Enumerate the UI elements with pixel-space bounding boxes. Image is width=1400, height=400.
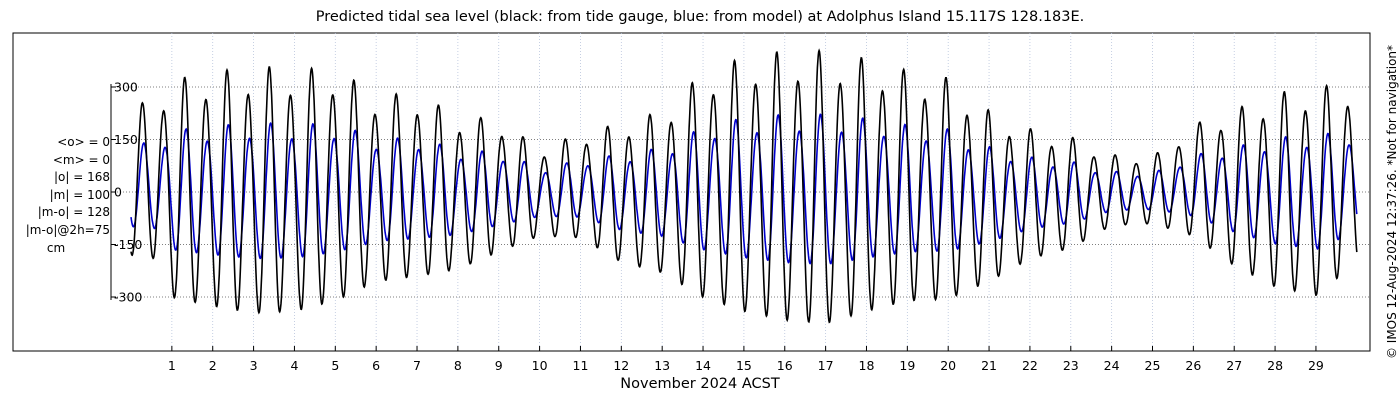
x-tick-label: 3 [250, 358, 258, 373]
stat-o-abs: |o| = 168 [53, 170, 110, 185]
y-tick-label: 0 [114, 185, 122, 200]
y-tick-label: 150 [114, 132, 138, 147]
x-tick-label: 12 [613, 358, 629, 373]
y-tick-label: 300 [114, 80, 138, 95]
x-tick-label: 2 [209, 358, 217, 373]
series-model-line [130, 113, 1358, 265]
x-tick-label: 14 [695, 358, 711, 373]
stat-m-mean: <m> = 0 [52, 152, 110, 167]
x-tick-label: 28 [1267, 358, 1283, 373]
x-tick-label: 24 [1104, 358, 1120, 373]
x-tick-label: 29 [1308, 358, 1324, 373]
chart-title: Predicted tidal sea level (black: from t… [315, 9, 1085, 25]
x-tick-label: 23 [1063, 358, 1079, 373]
x-tick-label: 18 [859, 358, 875, 373]
x-tick-label: 13 [654, 358, 670, 373]
x-tick-label: 16 [777, 358, 793, 373]
x-tick-label: 22 [1022, 358, 1038, 373]
copyright-text: © IMOS 12-Aug-2024 12:37:26. *Not for na… [1385, 44, 1399, 360]
x-tick-label: 10 [532, 358, 548, 373]
x-tick-label: 19 [899, 358, 915, 373]
x-tick-label: 8 [454, 358, 462, 373]
stat-unit: cm [46, 240, 66, 255]
x-axis-label: November 2024 ACST [620, 376, 780, 392]
y-axis: 300 150 0 -150 -300 [110, 80, 142, 305]
x-tick-label: 20 [940, 358, 956, 373]
stat-mo-diff: |m-o| = 128 [37, 205, 110, 220]
x-tick-label: 17 [818, 358, 834, 373]
stat-m-abs: |m| = 100 [49, 187, 110, 202]
x-axis: 1 2 3 4 5 6 7 8 9 10 11 12 13 14 15 16 17 18 19 20 21 22 23 24 2… [168, 346, 1324, 373]
x-tick-label: 25 [1145, 358, 1161, 373]
x-tick-label: 5 [331, 358, 339, 373]
stats-panel: <o> = 0 <m> = 0 |o| = 168 |m| = 100 |m-o… [2, 134, 110, 257]
series-gauge-line [130, 48, 1358, 324]
x-tick-label: 6 [372, 358, 380, 373]
x-tick-label: 9 [495, 358, 503, 373]
x-tick-label: 26 [1185, 358, 1201, 373]
x-tick-label: 15 [736, 358, 752, 373]
x-tick-label: 11 [573, 358, 589, 373]
y-tick-label: -300 [114, 290, 142, 305]
x-tick-label: 7 [413, 358, 421, 373]
x-tick-label: 27 [1226, 358, 1242, 373]
x-tick-label: 21 [981, 358, 997, 373]
stat-mo-2h: |m-o|@2h=75 [25, 222, 110, 237]
y-tick-label: -150 [114, 237, 142, 252]
copyright-notice: © IMOS 12-Aug-2024 12:37:26. *Not for na… [1385, 12, 1399, 392]
stat-o-mean: <o> = 0 [57, 135, 110, 149]
x-tick-label: 1 [168, 358, 176, 373]
x-tick-label: 4 [290, 358, 298, 373]
